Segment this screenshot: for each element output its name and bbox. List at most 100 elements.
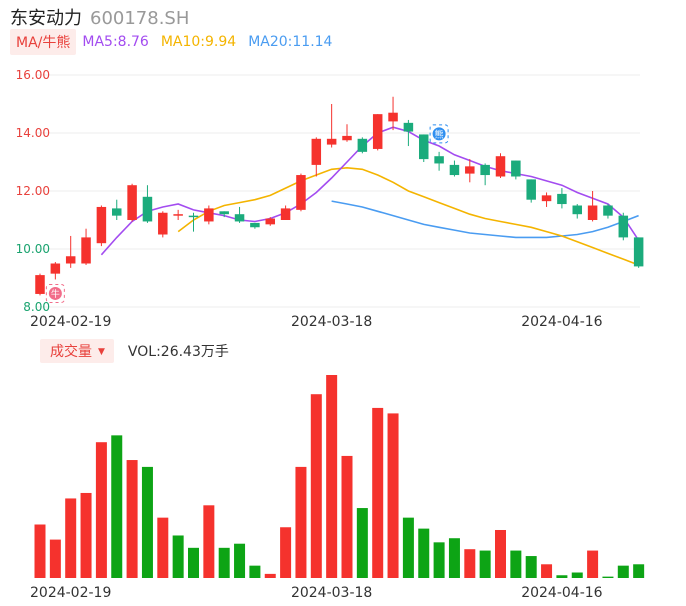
- ma20-value: MA20:11.14: [248, 34, 333, 50]
- volume-bar: [188, 547, 199, 578]
- candle: [541, 192, 552, 207]
- volume-bar: [264, 573, 276, 578]
- candle-body: [142, 196, 153, 222]
- candle-body: [311, 138, 322, 165]
- candle-body: [618, 215, 629, 238]
- volume-legend: 成交量 ▼ VOL:26.43万手: [40, 339, 229, 363]
- candle-body: [265, 218, 275, 225]
- volume-bar: [448, 538, 460, 578]
- volume-bar: [249, 565, 261, 578]
- volume-bar: [402, 517, 414, 578]
- volume-bar: [495, 529, 506, 578]
- candle: [449, 160, 460, 177]
- candle-body: [50, 263, 61, 274]
- candle: [419, 134, 429, 162]
- marker-frame: [429, 124, 449, 144]
- candle: [250, 222, 260, 229]
- candle-body: [342, 135, 352, 141]
- ma-legend: MA/牛熊 MA5:8.76 MA10:9.94 MA20:11.14: [10, 29, 333, 55]
- candle: [633, 237, 644, 268]
- volume-bar: [479, 550, 491, 578]
- volume-bar: [49, 539, 61, 578]
- candle: [372, 114, 383, 151]
- y-tick-label: 14.00: [16, 126, 50, 140]
- volume-bar: [341, 455, 353, 578]
- candle-body: [480, 164, 490, 176]
- candle: [326, 104, 337, 148]
- candle-body: [127, 185, 137, 220]
- stock-header: 东安动力 600178.SH: [10, 4, 190, 29]
- candle-body: [219, 211, 229, 215]
- volume-bar: [126, 460, 138, 578]
- candle-body: [81, 237, 91, 264]
- volume-bar: [141, 466, 153, 578]
- ma10-line: [177, 166, 639, 266]
- price-x-tick-label: 2024-04-16: [521, 314, 602, 330]
- volume-bar: [203, 505, 215, 578]
- volume-bar: [310, 394, 322, 578]
- candle-body: [403, 122, 414, 132]
- volume-bar: [571, 572, 583, 578]
- volume-bar: [218, 547, 230, 578]
- volume-bar: [602, 576, 614, 578]
- candle: [495, 153, 506, 178]
- candle-body: [603, 205, 613, 216]
- candle: [434, 151, 444, 171]
- volume-bar: [372, 407, 384, 578]
- y-tick-label: 8.00: [23, 300, 50, 314]
- candle-body: [495, 156, 506, 177]
- volume-x-tick-label: 2024-02-19: [30, 585, 111, 601]
- candle: [112, 199, 122, 220]
- marker-badge: [432, 127, 446, 141]
- volume-bar: [617, 565, 629, 578]
- volume-bar: [541, 564, 553, 578]
- stock-code: 600178.SH: [90, 8, 190, 29]
- volume-bar: [587, 550, 599, 578]
- ma-toggle-button[interactable]: MA/牛熊: [10, 29, 77, 55]
- candle: [618, 212, 629, 241]
- candle-body: [388, 112, 398, 122]
- stock-name: 东安动力: [10, 8, 82, 29]
- candle: [572, 204, 582, 219]
- candle-body: [526, 179, 536, 200]
- volume-bar: [418, 528, 430, 578]
- candle-body: [419, 134, 429, 160]
- price-x-tick-label: 2024-02-19: [30, 314, 111, 330]
- volume-indicator-label: 成交量: [50, 344, 92, 360]
- candle: [587, 191, 598, 222]
- candle: [280, 205, 291, 220]
- marker-frame: [45, 283, 65, 303]
- volume-bar: [326, 375, 338, 578]
- candle-body: [280, 208, 291, 220]
- volume-bar: [433, 542, 445, 578]
- ma20-line: [331, 200, 639, 239]
- candle-body: [449, 164, 460, 176]
- volume-indicator-dropdown[interactable]: 成交量 ▼: [40, 339, 114, 363]
- candle: [296, 173, 306, 212]
- candle: [50, 262, 61, 280]
- candle-body: [65, 256, 76, 264]
- candle-body: [465, 166, 475, 174]
- marker-label: 熊: [435, 128, 444, 140]
- candle: [342, 124, 352, 142]
- candle-body: [250, 222, 260, 228]
- candle: [465, 159, 475, 183]
- marker-label: 牛: [51, 288, 60, 300]
- ma10-value: MA10:9.94: [160, 34, 237, 50]
- volume-value: VOL:26.43万手: [127, 344, 229, 360]
- candle-body: [96, 206, 107, 244]
- candle: [158, 211, 168, 238]
- candle: [311, 137, 322, 177]
- candle-body: [434, 156, 444, 164]
- candle: [173, 209, 183, 220]
- volume-bar: [525, 556, 537, 578]
- volume-bar: [157, 517, 169, 578]
- volume-bar: [95, 442, 107, 578]
- volume-bar: [464, 549, 476, 578]
- candle-body: [357, 138, 368, 152]
- bull-marker-icon: 牛: [45, 283, 65, 303]
- volume-bar: [65, 498, 77, 578]
- candle-body: [511, 160, 521, 177]
- candle: [526, 179, 536, 203]
